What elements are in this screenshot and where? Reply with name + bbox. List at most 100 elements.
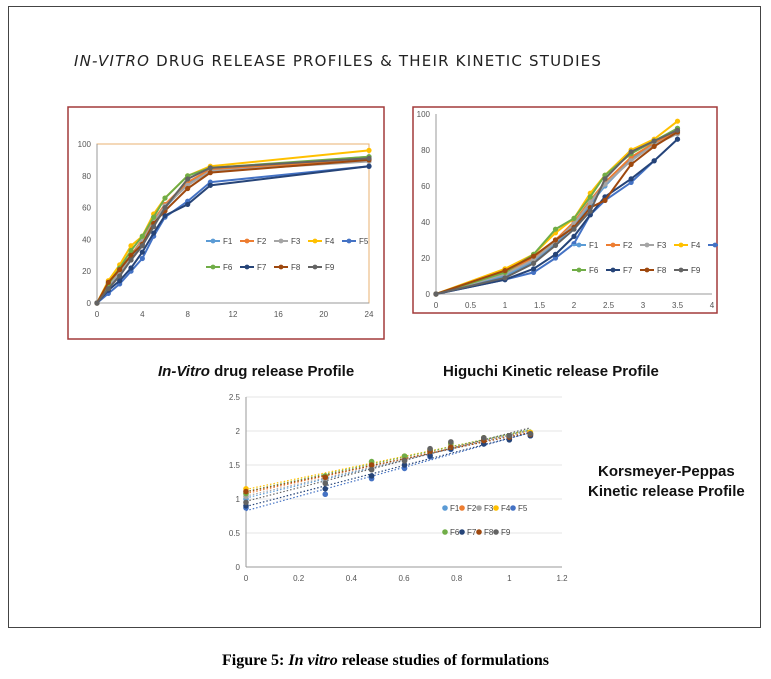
data-point-f9 <box>151 224 157 230</box>
series-line-f2 <box>435 131 678 295</box>
x-tick-label: 2 <box>572 301 577 310</box>
x-tick-label: 1.2 <box>556 574 568 583</box>
data-point-f6 <box>571 215 577 221</box>
data-point-f5 <box>139 255 145 262</box>
series-line-f7 <box>435 138 679 295</box>
data-point-f9 <box>433 291 439 297</box>
data-point-f9 <box>368 466 375 473</box>
legend-label-f9: F9 <box>501 528 511 537</box>
legend-label-f6: F6 <box>223 263 233 272</box>
data-point-f6 <box>162 195 168 201</box>
series-line-f8 <box>96 158 370 304</box>
x-tick-label: 2.5 <box>603 301 615 310</box>
legend-label-f4: F4 <box>501 504 511 513</box>
caption3-line2: Kinetic release Profile <box>588 483 745 500</box>
data-point-f9 <box>117 273 123 279</box>
legend-label-f9: F9 <box>325 263 335 272</box>
legend-label-f2: F2 <box>623 241 633 250</box>
y-tick-label: 2.5 <box>229 393 241 402</box>
release-profile-caption: In-Vitro drug release Profile <box>158 363 354 380</box>
data-point-f7 <box>366 163 372 169</box>
data-point-f9 <box>185 176 191 182</box>
x-tick-label: 0 <box>95 310 100 319</box>
x-tick-label: 20 <box>319 310 328 319</box>
data-point-f9 <box>401 458 408 464</box>
legend-label-f8: F8 <box>657 266 667 275</box>
caption1-rest: drug release Profile <box>209 363 355 380</box>
legend-swatch-marker <box>510 505 516 511</box>
data-point-f6 <box>151 214 157 220</box>
series-line-f5 <box>435 138 679 295</box>
legend-swatch-marker <box>678 242 684 248</box>
y-tick-label: 100 <box>78 140 92 149</box>
data-point-f7 <box>151 230 157 236</box>
page-title: IN-VITRO DRUG RELEASE PROFILES & THEIR K… <box>74 52 602 70</box>
legend-swatch-marker <box>312 238 318 244</box>
data-point-f6 <box>587 194 593 200</box>
legend-swatch-marker <box>493 505 499 511</box>
y-tick-label: 20 <box>82 267 91 276</box>
data-point-f8 <box>207 170 213 176</box>
data-point-f4 <box>366 147 372 153</box>
data-point-f9 <box>628 149 634 155</box>
legend-label-f6: F6 <box>589 266 599 275</box>
y-tick-label: 60 <box>82 204 91 213</box>
chart-border <box>412 106 718 314</box>
series-line-f9 <box>96 157 370 304</box>
y-tick-label: 0 <box>87 299 92 308</box>
chart-border <box>67 106 385 340</box>
series-line-f4 <box>435 120 679 295</box>
legend-label-f7: F7 <box>623 266 633 275</box>
legend-label-f5: F5 <box>359 237 369 246</box>
legend-swatch-marker <box>610 267 616 273</box>
data-point-f8 <box>322 474 329 481</box>
data-point-f7 <box>322 486 329 492</box>
data-point-f8 <box>185 185 191 192</box>
caption1-italic: In-Vitro <box>158 363 210 380</box>
series-line-f3 <box>96 160 370 304</box>
data-point-f7 <box>368 473 375 479</box>
y-tick-label: 100 <box>417 110 431 119</box>
data-point-f8 <box>128 252 134 258</box>
data-point-f6 <box>552 226 559 232</box>
legend-label-f2: F2 <box>257 237 267 246</box>
figure-frame <box>8 6 761 628</box>
x-tick-label: 12 <box>229 310 238 319</box>
series-line-f8 <box>435 131 679 295</box>
data-point-f9 <box>128 257 134 263</box>
caption3-line1: Korsmeyer-Peppas <box>598 463 735 480</box>
legend-swatch-marker <box>442 529 448 535</box>
data-point-f9 <box>322 480 329 487</box>
x-tick-label: 3.5 <box>672 301 684 310</box>
legend-swatch-marker <box>459 529 465 535</box>
data-point-f7 <box>530 266 537 272</box>
y-tick-label: 60 <box>421 182 430 191</box>
data-point-f9 <box>243 499 249 506</box>
data-point-f7 <box>162 212 168 219</box>
legend-swatch-marker <box>244 238 250 244</box>
page-title-italic: IN-VITRO <box>74 52 151 70</box>
x-tick-label: 0 <box>434 301 439 310</box>
legend-label-f3: F3 <box>291 237 301 246</box>
data-point-f9 <box>552 242 559 248</box>
trendline-f8 <box>245 431 531 493</box>
series-line-f5 <box>96 165 370 304</box>
y-tick-label: 80 <box>421 146 430 155</box>
data-point-f3 <box>628 158 634 164</box>
data-point-f7 <box>674 136 681 142</box>
x-tick-label: 0.5 <box>465 301 477 310</box>
x-tick-label: 0.6 <box>398 574 410 583</box>
figure-caption: Figure 5: In vitro release studies of fo… <box>0 652 771 670</box>
data-point-f8 <box>552 237 559 243</box>
x-tick-label: 1 <box>503 301 508 310</box>
korsmeyer-peppas-caption: Korsmeyer-Peppas Kinetic release Profile <box>588 462 745 502</box>
legend-swatch-marker <box>312 264 318 270</box>
data-point-f9 <box>674 127 681 133</box>
legend-swatch-marker <box>712 242 718 248</box>
legend-label-f4: F4 <box>691 241 701 250</box>
y-tick-label: 1.5 <box>229 461 241 470</box>
figure-italic: In vitro <box>288 652 338 669</box>
legend-swatch-marker <box>346 238 352 244</box>
data-point-f5 <box>530 269 537 275</box>
data-point-f6 <box>128 247 134 254</box>
